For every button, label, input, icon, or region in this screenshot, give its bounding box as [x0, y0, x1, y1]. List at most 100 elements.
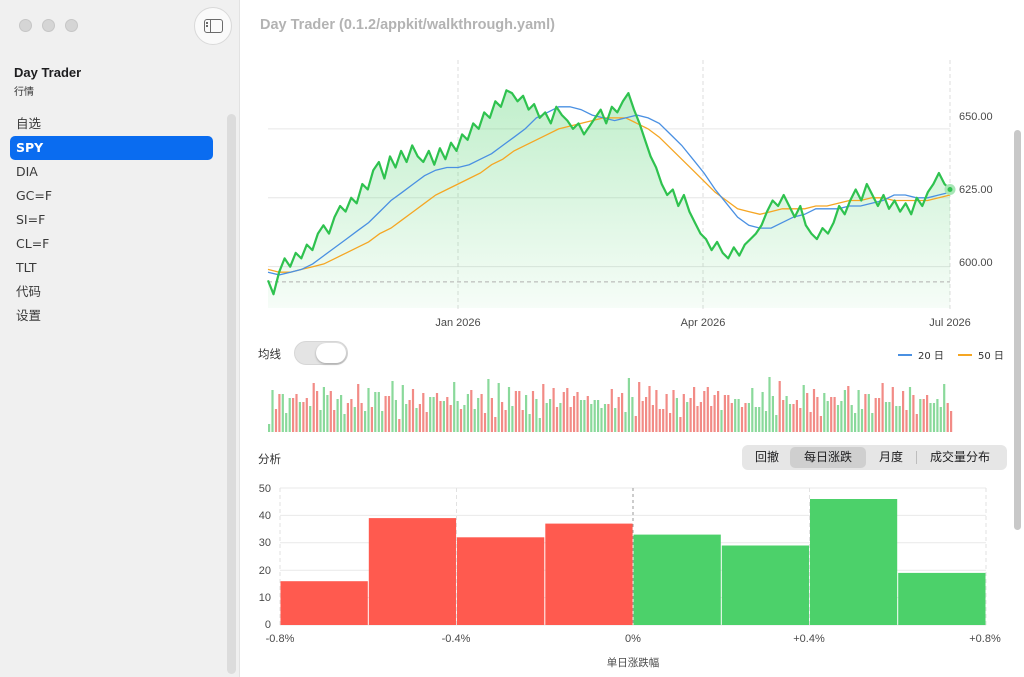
volume-bar: [675, 398, 678, 432]
volume-bar: [459, 409, 463, 432]
volume-bar: [439, 401, 442, 432]
volume-bar: [340, 395, 343, 432]
sidebar-item-watchlist[interactable]: 自选: [16, 116, 42, 131]
sidebar-item-dia[interactable]: DIA: [16, 164, 38, 179]
volume-bar: [590, 404, 593, 432]
sidebar-item-cl[interactable]: CL=F: [16, 236, 50, 251]
volume-bar: [744, 403, 747, 432]
main-scrollbar[interactable]: [1014, 130, 1021, 530]
volume-bar: [727, 395, 730, 432]
window-zoom-button[interactable]: [65, 19, 78, 32]
volume-bar: [364, 411, 367, 432]
sidebar-item-settings[interactable]: 设置: [16, 308, 42, 323]
sidebar-item-tlt[interactable]: TLT: [16, 260, 37, 275]
volume-bar: [768, 377, 771, 432]
volume-bar: [583, 400, 586, 432]
volume-bar: [576, 392, 579, 432]
volume-bar: [343, 414, 346, 432]
volume-bar: [621, 393, 624, 432]
volume-bar: [281, 394, 284, 432]
volume-bar: [929, 403, 932, 432]
volume-bar: [535, 399, 538, 432]
volume-bar: [850, 405, 853, 432]
histogram-bar: [633, 534, 721, 625]
volume-bar: [624, 412, 627, 432]
window-minimize-button[interactable]: [42, 19, 55, 32]
volume-bar: [895, 406, 898, 432]
volume-bar: [638, 382, 641, 432]
legend-ma20-label: 20 日: [918, 351, 944, 362]
volume-bar: [871, 413, 874, 432]
volume-bar: [521, 410, 524, 432]
sidebar-item-si[interactable]: SI=F: [16, 212, 46, 227]
volume-bar: [840, 401, 843, 432]
segment-drawdown[interactable]: 回撤: [754, 450, 779, 464]
segment-volume-distribution[interactable]: 成交量分布: [929, 450, 990, 464]
segment-divider: [916, 451, 917, 464]
volume-bar: [902, 391, 905, 432]
volume-bar: [679, 417, 682, 432]
volume-bar: [274, 409, 278, 432]
volume-bar: [730, 403, 733, 432]
toggle-sidebar-button[interactable]: [194, 7, 232, 45]
volume-bars: [268, 377, 953, 432]
sidebar-item-symbols[interactable]: 代码: [16, 284, 42, 299]
volume-bar: [425, 412, 428, 432]
sidebar-scrollbar[interactable]: [227, 114, 236, 674]
volume-bar: [329, 391, 332, 432]
volume-bar: [764, 411, 768, 432]
window-close-button[interactable]: [19, 19, 32, 32]
volume-bar: [538, 418, 541, 432]
volume-bar: [268, 424, 271, 432]
histogram-bar: [810, 499, 898, 625]
legend-ma50-swatch: [958, 353, 972, 356]
volume-bar: [788, 404, 792, 432]
segment-monthly[interactable]: 月度: [878, 450, 903, 464]
volume-bar: [816, 397, 819, 432]
hist-y-tick-50: 50: [259, 483, 271, 495]
last-price-dot: [944, 184, 956, 196]
legend-ma50-label: 50 日: [978, 351, 1004, 362]
volume-bar: [758, 407, 761, 432]
volume-bar: [864, 394, 867, 432]
volume-bar: [857, 390, 860, 432]
hist-x-tick-p08: +0.8%: [969, 633, 1001, 645]
volume-bar: [898, 406, 901, 432]
volume-bar: [405, 404, 408, 432]
volume-bar: [607, 404, 610, 432]
volume-bar: [312, 383, 315, 432]
volume-bar: [394, 400, 397, 432]
volume-bar: [655, 390, 658, 432]
histogram-bar: [898, 572, 986, 625]
volume-bar: [946, 403, 949, 432]
volume-bar: [888, 402, 891, 432]
hist-y-tick-10: 10: [259, 592, 271, 604]
sidebar-item-spy[interactable]: SPY: [10, 136, 213, 160]
volume-bar: [336, 399, 339, 432]
sidebar-item-gc[interactable]: GC=F: [16, 188, 53, 203]
volume-bar: [353, 407, 356, 432]
volume-bar: [302, 402, 305, 432]
volume-bar: [453, 382, 456, 432]
volume-bar: [555, 407, 559, 432]
volume-bar: [819, 416, 822, 432]
volume-bar: [429, 397, 432, 432]
volume-bar: [631, 397, 634, 432]
price-x-tick-jul: Jul 2026: [929, 317, 971, 329]
volume-bar: [271, 390, 274, 432]
price-x-tick-apr: Apr 2026: [681, 317, 726, 329]
segment-daily-change[interactable]: 每日涨跌: [790, 447, 866, 468]
volume-bar: [908, 387, 912, 432]
volume-bar: [802, 385, 805, 432]
volume-bar: [884, 402, 888, 432]
hist-x-tick-m04: -0.4%: [442, 633, 471, 645]
volume-bar: [610, 389, 613, 432]
volume-bar: [552, 388, 555, 432]
volume-bar: [771, 396, 774, 432]
ma-toggle[interactable]: [294, 341, 348, 365]
volume-bar: [494, 417, 497, 432]
volume-bar: [401, 385, 404, 432]
volume-bar: [634, 416, 637, 432]
ma-toggle-knob[interactable]: [316, 343, 346, 363]
volume-bar: [579, 400, 583, 432]
